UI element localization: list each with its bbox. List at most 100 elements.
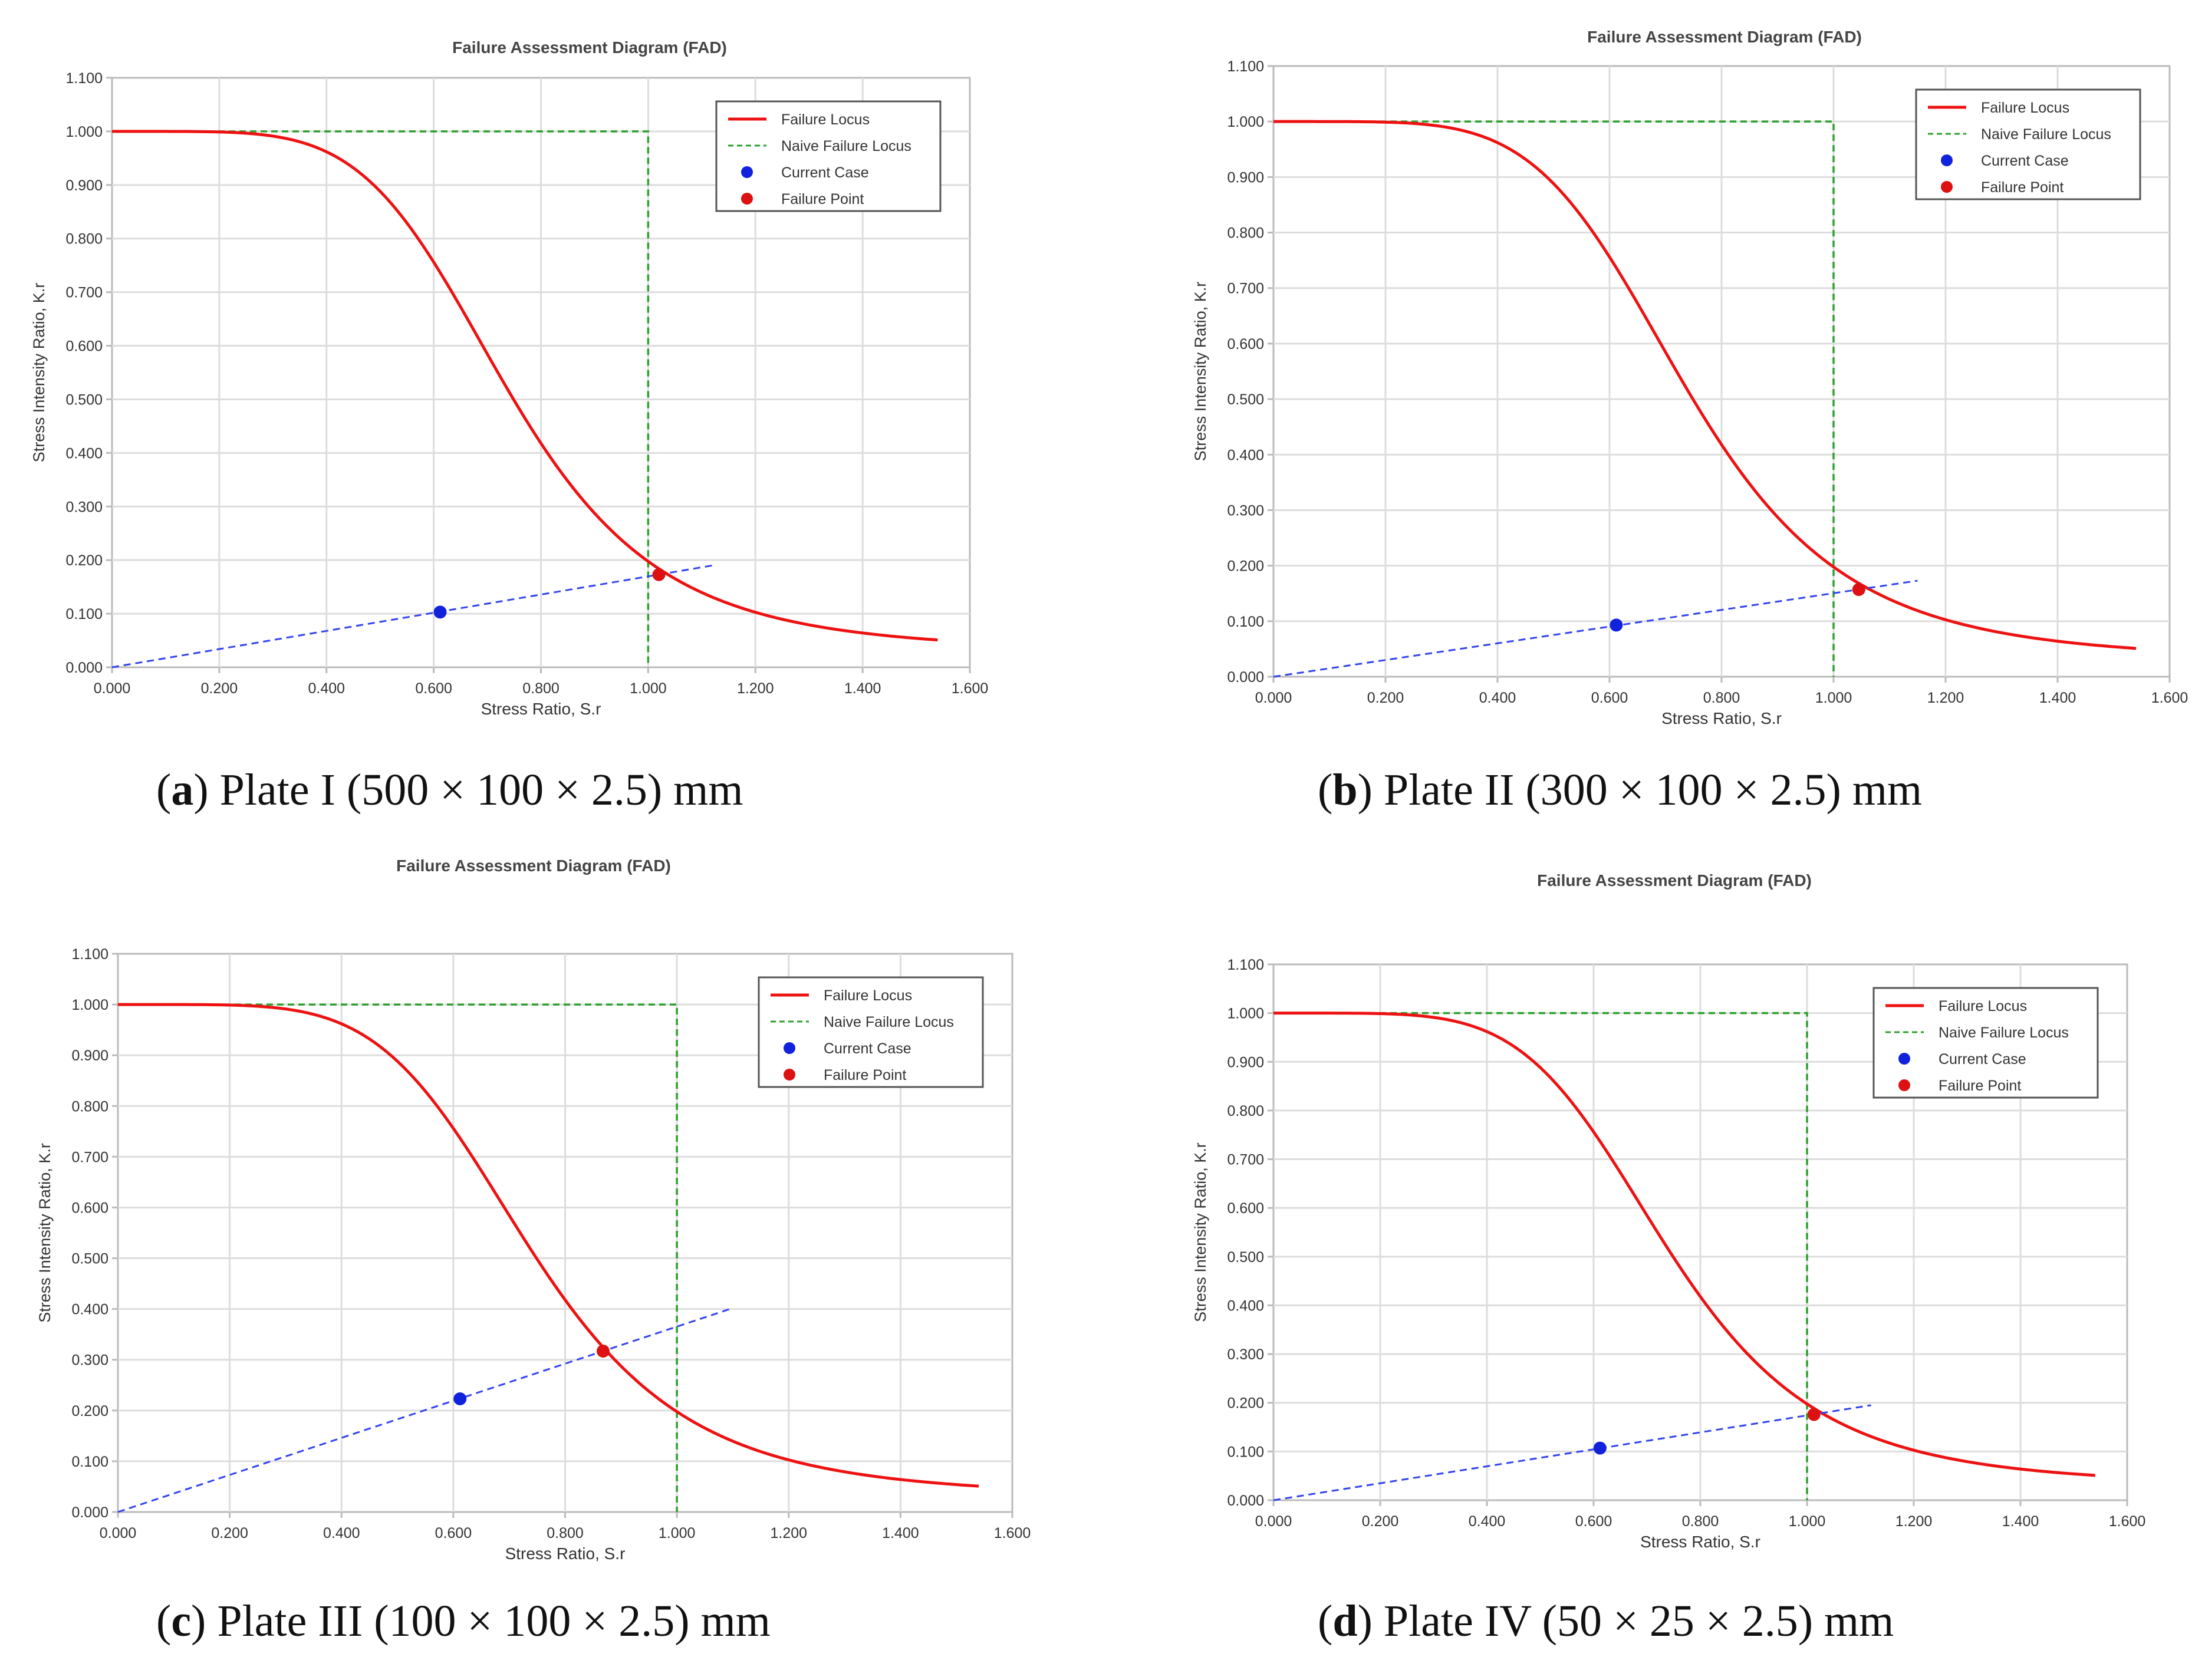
- x-axis-label: Stress Ratio, S.r: [1661, 709, 1782, 727]
- load-line: [1273, 1404, 1871, 1501]
- x-tick-label: 0.800: [547, 1525, 584, 1541]
- legend-label: Naive Failure Locus: [781, 138, 911, 154]
- y-tick-label: 0.100: [65, 606, 103, 622]
- x-tick-label: 0.800: [1703, 690, 1740, 706]
- legend-swatch-failure-point: [784, 1069, 795, 1081]
- legend-label: Current Case: [824, 1040, 911, 1057]
- y-tick-label: 0.900: [71, 1047, 108, 1064]
- failure-locus-line: [1273, 120, 2137, 650]
- current-case-point: [433, 605, 447, 619]
- y-tick-label: 0.400: [1227, 447, 1264, 463]
- legend-swatch-current-case: [784, 1042, 795, 1054]
- y-tick-label: 1.000: [65, 124, 103, 140]
- x-tick-label: 0.400: [323, 1525, 360, 1541]
- x-axis-label: Stress Ratio, S.r: [481, 700, 601, 718]
- current-case-point: [453, 1392, 467, 1406]
- legend: Failure Locus Naive Failure Locus Current …: [1872, 987, 2099, 1099]
- legend-label: Failure Locus: [1981, 100, 2069, 116]
- load-line: [117, 1308, 730, 1513]
- caption-letter: a: [171, 765, 193, 815]
- naive-failure-locus-line: [118, 1003, 678, 1512]
- x-tick-label: 1.000: [1815, 690, 1852, 706]
- x-tick-label: 0.800: [1682, 1513, 1719, 1530]
- failure-point-marker: [1807, 1408, 1821, 1421]
- y-tick-label: 0.300: [71, 1352, 108, 1369]
- y-tick-label: 0.300: [1227, 1346, 1264, 1363]
- failure-point-marker: [1852, 583, 1865, 597]
- y-tick-label: 1.100: [1227, 58, 1264, 75]
- failure-locus-line: [1273, 1012, 2095, 1477]
- x-tick-label: 1.400: [2002, 1513, 2039, 1530]
- y-tick-label: 0.200: [1227, 558, 1264, 575]
- legend-label: Naive Failure Locus: [1981, 126, 2111, 143]
- y-tick-label: 0.000: [1227, 1493, 1264, 1509]
- naive-failure-locus-line: [1273, 120, 1835, 677]
- y-tick-label: 0.100: [1227, 614, 1264, 630]
- panel-caption: (c) Plate III (100 × 100 × 2.5) mm: [156, 1596, 771, 1646]
- x-tick-label: 1.600: [994, 1525, 1031, 1541]
- current-case-point: [1610, 618, 1623, 632]
- x-tick-label: 1.600: [2151, 690, 2188, 706]
- y-tick-label: 0.800: [71, 1098, 108, 1115]
- y-tick-label: 0.400: [65, 445, 103, 462]
- legend-label: Naive Failure Locus: [824, 1014, 954, 1030]
- legend-label: Failure Point: [1939, 1078, 2021, 1094]
- fad-chart-c: 0.000 0.200 0.400 0.600 0.800 1.000 1.200 1.400…: [36, 857, 1031, 1563]
- legend-swatch-current-case: [741, 166, 753, 178]
- caption-open-paren: (: [156, 1596, 171, 1646]
- x-tick-label: 0.800: [522, 680, 560, 697]
- y-tick-label: 0.700: [71, 1149, 108, 1165]
- legend-label: Failure Point: [1981, 179, 2064, 196]
- load-line: [111, 564, 713, 668]
- legend-swatch-current-case: [1898, 1053, 1910, 1065]
- y-tick-label: 0.500: [65, 391, 103, 408]
- y-tick-label: 1.100: [65, 70, 103, 87]
- legend-label: Current Case: [1939, 1051, 2026, 1068]
- y-tick-label: 0.500: [71, 1251, 108, 1267]
- caption-open-paren: (: [1318, 1596, 1332, 1646]
- legend-label: Naive Failure Locus: [1939, 1025, 2069, 1041]
- y-tick-label: 0.800: [1227, 225, 1264, 242]
- failure-locus-line: [112, 130, 938, 642]
- y-axis-label: Stress Intensity Ratio, K.r: [1192, 282, 1209, 462]
- y-tick-label: 0.000: [1227, 669, 1264, 686]
- caption-close-paren: ): [1358, 1596, 1373, 1646]
- panel-caption: (b) Plate II (300 × 100 × 2.5) mm: [1318, 765, 1922, 815]
- x-tick-label: 0.600: [415, 680, 452, 697]
- y-tick-label: 0.400: [71, 1302, 108, 1318]
- legend-swatch-failure-point: [1898, 1079, 1910, 1091]
- x-tick-label: 1.400: [882, 1525, 919, 1541]
- x-tick-label: 1.200: [737, 680, 774, 697]
- x-tick-label: 1.200: [770, 1525, 807, 1541]
- x-tick-label: 1.000: [659, 1525, 696, 1541]
- x-tick-label: 0.400: [308, 680, 345, 697]
- x-axis-label: Stress Ratio, S.r: [505, 1544, 626, 1563]
- failure-point-marker: [652, 568, 666, 581]
- x-tick-label: 0.000: [100, 1525, 137, 1541]
- y-tick-label: 0.000: [65, 660, 103, 676]
- y-tick-label: 0.800: [65, 231, 103, 248]
- x-tick-label: 1.600: [952, 680, 989, 697]
- y-tick-label: 1.100: [1227, 957, 1264, 973]
- y-tick-label: 0.700: [1227, 281, 1264, 297]
- y-tick-label: 0.700: [65, 285, 103, 301]
- y-tick-label: 0.700: [1227, 1152, 1264, 1168]
- x-tick-label: 0.200: [1362, 1513, 1399, 1530]
- y-tick-label: 0.300: [65, 499, 103, 515]
- y-tick-label: 0.100: [71, 1454, 108, 1470]
- x-tick-label: 1.000: [1789, 1513, 1826, 1530]
- caption-open-paren: (: [156, 765, 171, 815]
- fad-chart-d: 0.000 0.200 0.400 0.600 0.800 1.000 1.200 1.400…: [1192, 871, 2145, 1551]
- x-axis-label: Stress Ratio, S.r: [1640, 1533, 1760, 1551]
- legend-label: Failure Point: [781, 191, 864, 207]
- chart-title: Failure Assessment Diagram (FAD): [396, 857, 671, 875]
- y-tick-label: 0.900: [1227, 1054, 1264, 1070]
- y-tick-label: 0.100: [1227, 1444, 1264, 1460]
- chart-title: Failure Assessment Diagram (FAD): [452, 38, 727, 57]
- legend-swatch-failure-point: [1941, 181, 1953, 193]
- caption-close-paren: ): [1358, 765, 1373, 815]
- caption-letter: d: [1332, 1596, 1357, 1646]
- panel-caption: (a) Plate I (500 × 100 × 2.5) mm: [156, 765, 743, 815]
- failure-point-marker: [596, 1345, 610, 1358]
- panel-caption: (d) Plate IV (50 × 25 × 2.5) mm: [1318, 1596, 1894, 1646]
